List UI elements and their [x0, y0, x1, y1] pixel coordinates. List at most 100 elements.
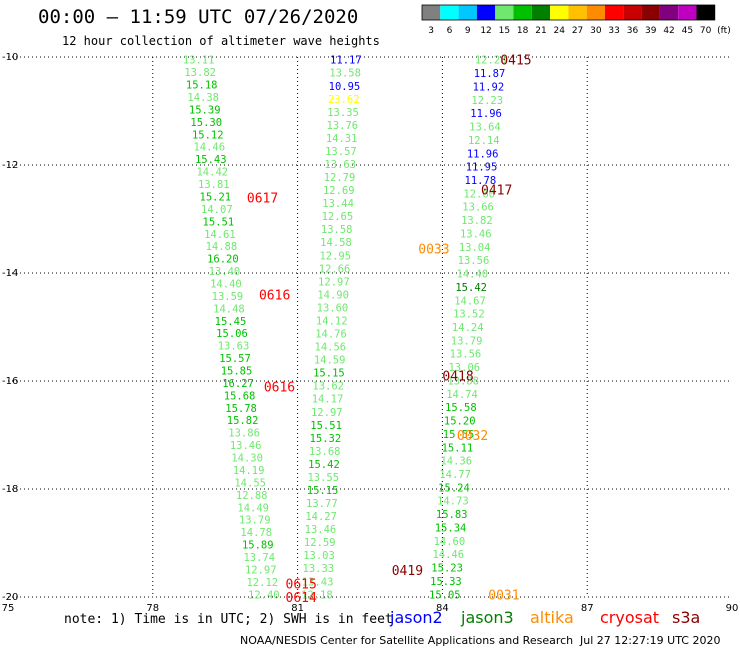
- colorbar-label: 70: [700, 26, 712, 36]
- swh-value-label: 13.81: [198, 179, 230, 191]
- swh-value-label: 13.66: [462, 202, 494, 214]
- swh-value-label: 14.74: [446, 389, 478, 401]
- y-tick-label: -10: [2, 52, 18, 63]
- pass-number-label: 0417: [481, 183, 512, 198]
- swh-value-label: 15.15: [307, 485, 339, 497]
- swh-value-label: 11.87: [474, 68, 506, 80]
- colorbar-label: 39: [645, 26, 657, 36]
- colorbar-swatch: [678, 5, 697, 20]
- y-tick-label: -20: [2, 592, 18, 603]
- colorbar-label: 3: [428, 26, 434, 36]
- swh-value-label: 12.95: [319, 250, 351, 262]
- swh-value-label: 15.24: [438, 482, 470, 494]
- swh-value-label: 13.64: [469, 122, 501, 134]
- swh-value-label: 14.48: [213, 303, 245, 315]
- colorbar-swatch: [476, 5, 496, 20]
- pass-number-label: 0617: [247, 191, 278, 206]
- pass-number-label: 0415: [500, 54, 531, 69]
- colorbar-swatch: [495, 5, 514, 20]
- colorbar-swatch: [568, 5, 587, 20]
- colorbar-swatch: [422, 5, 441, 20]
- colorbar-frame: [421, 4, 716, 21]
- swh-value-label: 12.97: [245, 564, 277, 576]
- pass-number-label: 0031: [488, 588, 519, 603]
- swh-value-label: 13.86: [228, 428, 260, 440]
- swh-value-label: 15.23: [431, 563, 463, 575]
- swh-value-label: 15.30: [190, 117, 222, 129]
- swh-value-label: 12.18: [301, 589, 333, 601]
- colorbar-swatch: [623, 5, 642, 20]
- swh-value-label: 13.55: [307, 472, 339, 484]
- colorbar-swatch: [531, 5, 551, 20]
- swh-value-label: 14.27: [305, 511, 337, 523]
- colorbar-swatch: [586, 5, 605, 20]
- swh-value-label: 13.35: [327, 107, 359, 119]
- swh-value-label: 13.82: [461, 215, 493, 227]
- swh-value-label: 14.60: [434, 536, 466, 548]
- swh-value-label: 13.06: [448, 362, 480, 374]
- swh-value-label: 13.82: [184, 67, 216, 79]
- swh-value-label: 15.33: [430, 576, 462, 588]
- swh-value-label: 15.05: [429, 589, 461, 601]
- swh-value-label: 12.97: [311, 407, 343, 419]
- swh-value-label: 15.55: [443, 429, 475, 441]
- plot-title: 00:00 – 11:59 UTC 07/26/2020: [38, 6, 359, 28]
- swh-value-label: 13.40: [209, 266, 241, 278]
- legend-cryosat: cryosat: [600, 608, 660, 627]
- swh-value-label: 13.44: [322, 198, 354, 210]
- colorbar-swatch: [696, 5, 715, 20]
- y-tick-label: -18: [2, 484, 18, 495]
- colorbar-swatch: [659, 5, 679, 20]
- colorbar-swatch: [641, 5, 660, 20]
- swh-value-label: 13.46: [305, 524, 337, 536]
- colorbar-swatch: [605, 5, 624, 20]
- legend-jason3: jason3: [461, 608, 514, 627]
- swh-value-label: 14.07: [201, 204, 233, 216]
- pass-number-label: 0419: [392, 564, 423, 579]
- swh-value-label: 14.67: [454, 295, 486, 307]
- swh-value-label: 12.66: [319, 263, 351, 275]
- swh-value-label: 13.56: [458, 255, 490, 267]
- swh-value-label: 23.62: [328, 94, 360, 106]
- pass-number-label: 0616: [264, 380, 295, 395]
- swh-value-label: 14.40: [457, 269, 489, 281]
- colorbar-label: 15: [499, 26, 510, 36]
- swh-value-label: 14.19: [233, 465, 265, 477]
- swh-value-label: 15.06: [216, 328, 248, 340]
- swh-value-label: 11.96: [467, 148, 499, 160]
- colorbar-label: 45: [682, 26, 693, 36]
- swh-value-label: 15.89: [242, 540, 274, 552]
- swh-value-label: 15.11: [442, 442, 474, 454]
- colorbar-label: 24: [554, 26, 566, 36]
- y-tick-label: -14: [2, 268, 18, 279]
- swh-value-label: 13.68: [309, 446, 341, 458]
- swh-value-label: 14.49: [237, 502, 269, 514]
- swh-value-label: 13.60: [317, 302, 349, 314]
- legend-jason2: jason2: [390, 608, 443, 627]
- swh-value-label: 13.62: [312, 381, 344, 393]
- swh-value-label: 15.39: [189, 104, 221, 116]
- swh-value-label: 13.74: [243, 552, 275, 564]
- swh-value-label: 13.79: [451, 335, 483, 347]
- swh-value-label: 14.42: [196, 167, 228, 179]
- swh-value-label: 13.11: [183, 55, 215, 67]
- colorbar-swatch: [458, 5, 477, 20]
- swh-value-label: 15.42: [455, 282, 487, 294]
- y-tick-label: -16: [2, 376, 18, 387]
- swh-value-label: 14.61: [204, 229, 236, 241]
- swh-value-label: 13.63: [218, 341, 250, 353]
- swh-value-label: 15.45: [215, 316, 247, 328]
- swh-value-label: 10.95: [329, 81, 361, 93]
- swh-value-label: 12.23: [471, 95, 503, 107]
- swh-value-label: 12.59: [304, 537, 336, 549]
- colorbar-label: 42: [663, 26, 674, 36]
- x-tick-label: 81: [291, 603, 304, 614]
- pass-number-label: 0614: [286, 591, 317, 606]
- x-tick-label: 84: [436, 603, 449, 614]
- swh-value-label: 12.69: [323, 185, 355, 197]
- colorbar-label: 36: [627, 26, 639, 36]
- swh-value-label: 13.58: [329, 68, 361, 80]
- pass-number-label: 0616: [259, 289, 290, 304]
- swh-value-label: 11.95: [466, 162, 498, 174]
- swh-value-label: 13.59: [212, 291, 244, 303]
